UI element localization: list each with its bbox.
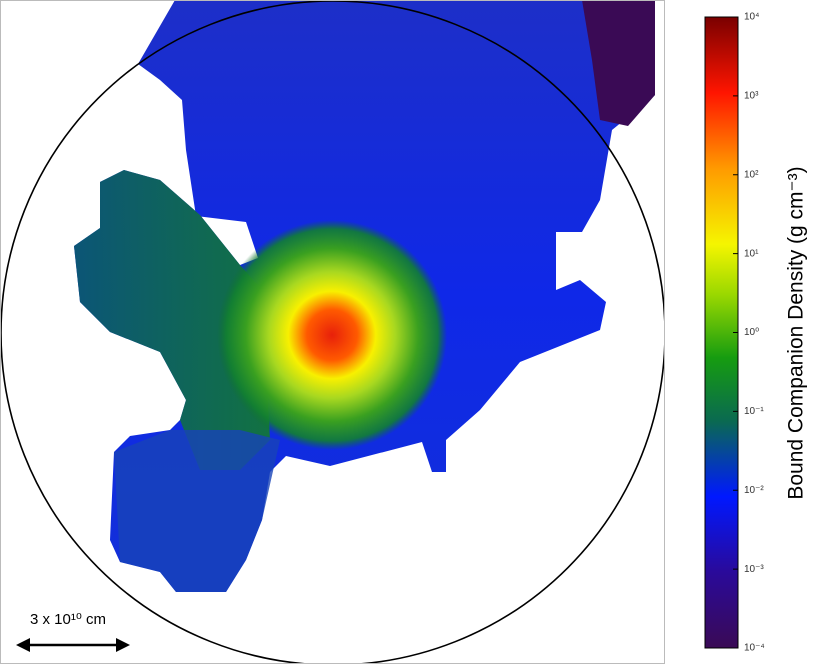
tick-label: 10⁰: [744, 327, 759, 338]
density-map: [1, 1, 664, 663]
tick-label: 10⁻³: [744, 564, 764, 575]
arrow-head: [16, 638, 30, 652]
density-core: [214, 217, 450, 453]
colorbar-label: Bound Companion Density (g cm⁻³): [785, 166, 808, 499]
tick-label: 10²: [744, 169, 759, 180]
tick-label: 10⁻¹: [744, 406, 764, 417]
scale-bar-label: 3 x 10¹⁰ cm: [30, 611, 106, 628]
scale-bar: 3 x 10¹⁰ cm: [16, 611, 130, 652]
density-wing: [74, 170, 270, 470]
tick-label: 10¹: [744, 248, 759, 259]
tick-label: 10⁴: [744, 12, 759, 23]
tick-label: 10⁻⁴: [744, 643, 765, 654]
tick-label: 10⁻²: [744, 485, 764, 496]
arrow-head: [116, 638, 130, 652]
tick-label: 10³: [744, 91, 759, 102]
density-arm: [114, 430, 280, 592]
density-outer: [582, 1, 655, 126]
